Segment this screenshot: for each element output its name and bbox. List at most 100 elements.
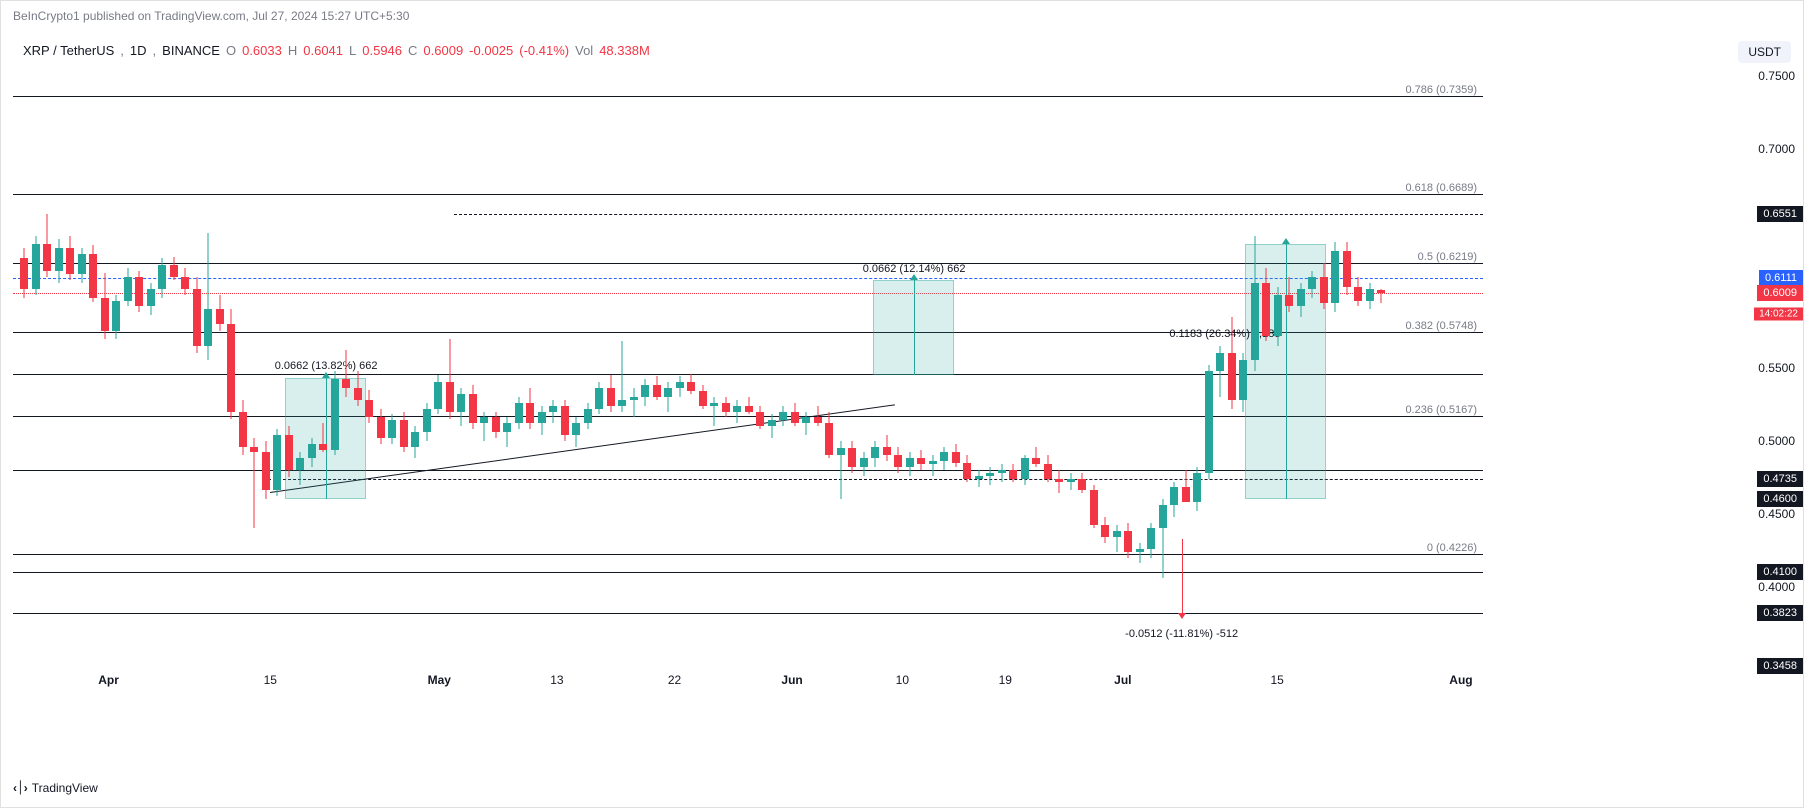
candle[interactable] [101,273,109,339]
candle[interactable] [492,412,500,438]
candle[interactable] [1182,470,1190,502]
candle[interactable] [940,447,948,470]
candle[interactable] [1205,365,1213,479]
candle[interactable] [561,400,569,441]
candle[interactable] [756,406,764,429]
candle[interactable] [216,295,224,332]
candle[interactable] [825,412,833,459]
candle[interactable] [630,388,638,417]
candle[interactable] [894,447,902,473]
candle[interactable] [745,397,753,415]
candle[interactable] [848,441,856,473]
candle[interactable] [814,406,822,426]
candle[interactable] [181,268,189,294]
candle[interactable] [193,277,201,353]
candle[interactable] [112,295,120,339]
candle[interactable] [1159,499,1167,578]
candle[interactable] [400,412,408,453]
candle[interactable] [55,239,63,283]
candle[interactable] [296,452,304,484]
candle[interactable] [1297,283,1305,317]
candle[interactable] [411,426,419,458]
candle[interactable] [998,464,1006,482]
candle[interactable] [285,426,293,477]
candle[interactable] [89,245,97,302]
candle[interactable] [871,441,879,467]
candle[interactable] [779,406,787,426]
candle[interactable] [388,414,396,443]
candle[interactable] [1216,346,1224,397]
candle[interactable] [273,429,281,496]
candle[interactable] [538,406,546,435]
candle[interactable] [1262,268,1270,341]
candle[interactable] [1228,317,1236,409]
candle[interactable] [147,283,155,315]
candle[interactable] [135,271,143,312]
candle[interactable] [354,371,362,406]
candle[interactable] [1377,289,1385,303]
candle[interactable] [66,236,74,280]
dashed-horizontal-line[interactable] [454,214,1483,215]
candle[interactable] [1113,525,1121,551]
candle[interactable] [1044,455,1052,481]
candle[interactable] [676,376,684,396]
candle[interactable] [653,376,661,399]
candle[interactable] [526,388,534,429]
candle[interactable] [1274,287,1282,345]
candle[interactable] [986,467,994,485]
candle[interactable] [860,452,868,475]
candle[interactable] [1366,283,1374,309]
candle[interactable] [710,397,718,426]
candle[interactable] [1239,353,1247,411]
candle[interactable] [1320,263,1328,310]
candle[interactable] [1021,455,1029,484]
candle[interactable] [1124,523,1132,558]
measure-arrow[interactable] [1182,539,1183,613]
candle[interactable] [239,400,247,456]
candle[interactable] [1136,543,1144,563]
candle[interactable] [78,248,86,283]
price-axis[interactable]: 0.75000.70000.65510.61110.60090.55000.50… [1731,61,1803,666]
horizontal-line[interactable] [13,572,1483,573]
candle[interactable] [227,309,235,419]
candle[interactable] [1354,277,1362,306]
candle[interactable] [664,382,672,411]
candle[interactable] [572,417,580,446]
candle[interactable] [446,339,454,419]
candle[interactable] [837,441,845,499]
candle[interactable] [469,385,477,429]
candle[interactable] [883,435,891,461]
horizontal-line[interactable] [13,613,1483,614]
candle[interactable] [963,455,971,481]
candle[interactable] [32,236,40,294]
symbol-interval[interactable]: 1D [130,43,147,58]
symbol-pair[interactable]: XRP / TetherUS [23,43,114,58]
candle[interactable] [1308,271,1316,297]
candle[interactable] [20,248,28,298]
candle[interactable] [733,400,741,423]
measure-arrow[interactable] [914,280,915,375]
candle[interactable] [124,268,132,306]
candle[interactable] [1343,242,1351,295]
candle[interactable] [319,423,327,452]
candle[interactable] [308,438,316,467]
candle[interactable] [699,385,707,408]
candle[interactable] [377,409,385,444]
candle[interactable] [768,414,776,437]
candle[interactable] [1090,485,1098,529]
candle[interactable] [1009,464,1017,482]
candle[interactable] [250,438,258,529]
candle[interactable] [1147,523,1155,558]
candle[interactable] [802,412,810,435]
candle[interactable] [975,470,983,488]
candle[interactable] [952,444,960,467]
candle[interactable] [722,397,730,417]
candle[interactable] [618,341,626,411]
candle[interactable] [641,379,649,405]
candle[interactable] [917,450,925,470]
candle[interactable] [262,441,270,499]
candle[interactable] [595,382,603,414]
candle[interactable] [170,257,178,280]
candle[interactable] [457,388,465,426]
candle[interactable] [204,233,212,360]
